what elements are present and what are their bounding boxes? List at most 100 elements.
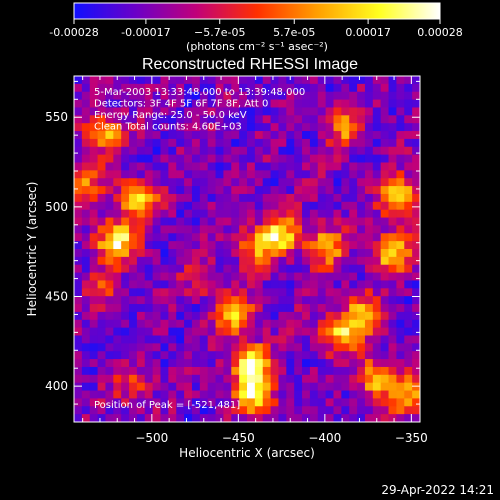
heatmap-cell [207, 193, 217, 203]
heatmap-cell [144, 374, 154, 384]
heatmap-cell [341, 272, 350, 282]
heatmap-cell [121, 390, 130, 400]
heatmap-cell [113, 107, 122, 116]
heatmap-cell [168, 115, 177, 124]
heatmap-cell [270, 91, 280, 101]
heatmap-cell [199, 225, 209, 234]
heatmap-cell [404, 201, 413, 211]
heatmap-cell [74, 311, 83, 321]
heatmap-cell [317, 107, 327, 116]
heatmap-cell [199, 264, 209, 274]
heatmap-cell [254, 83, 264, 93]
heatmap-cell [380, 382, 390, 392]
heatmap-cell [113, 209, 122, 219]
heatmap-cell [380, 107, 390, 116]
heatmap-cell [372, 390, 382, 400]
heatmap-cell [309, 115, 319, 124]
heatmap-cell [412, 193, 420, 203]
heatmap-cell [81, 414, 91, 422]
heatmap-cell [372, 327, 382, 337]
heatmap-cell [191, 311, 201, 321]
heatmap-cell [396, 311, 405, 321]
heatmap-cell [223, 351, 232, 360]
heatmap-cell [89, 319, 99, 329]
heatmap-cell [341, 115, 350, 124]
heatmap-cell [113, 406, 122, 415]
heatmap-cell [105, 162, 114, 171]
heatmap-cell [144, 107, 154, 116]
heatmap-cell [412, 390, 420, 400]
heatmap-cell [105, 107, 114, 116]
heatmap-cell [278, 193, 287, 203]
heatmap-cell [372, 406, 382, 415]
heatmap-cell [333, 233, 342, 242]
heatmap-cell [74, 398, 83, 407]
heatmap-cell [152, 193, 162, 203]
heatmap-cell [184, 186, 193, 195]
heatmap-cell [254, 131, 264, 140]
heatmap-cell [176, 335, 185, 344]
heatmap-cell [286, 343, 295, 352]
heatmap-cell [129, 296, 138, 305]
heatmap-cell [388, 162, 398, 171]
heatmap-cell [129, 264, 138, 274]
heatmap-cell [105, 296, 114, 305]
heatmap-cell [380, 209, 390, 219]
heatmap-cell [278, 170, 287, 179]
heatmap-cell [74, 76, 83, 85]
heatmap-cell [144, 193, 154, 203]
heatmap-cell [74, 390, 83, 400]
heatmap-cell [199, 327, 209, 337]
heatmap-cell [121, 280, 130, 289]
heatmap-cell [270, 327, 280, 337]
heatmap-cell [152, 123, 162, 132]
heatmap-cell [239, 91, 248, 101]
heatmap-cell [247, 154, 256, 164]
heatmap-cell [404, 264, 413, 274]
heatmap-cell [254, 296, 264, 305]
heatmap-cell [247, 186, 256, 195]
heatmap-cell [121, 131, 130, 140]
heatmap-cell [294, 264, 303, 274]
heatmap-cell [309, 76, 319, 85]
heatmap-cell [144, 91, 154, 101]
heatmap-cell [223, 398, 232, 407]
heatmap-cell [231, 327, 240, 337]
heatmap-cell [412, 249, 420, 258]
heatmap-cell [341, 304, 350, 313]
heatmap-cell [364, 107, 374, 116]
heatmap-cell [176, 256, 185, 266]
heatmap-cell [168, 406, 177, 415]
heatmap-cell [270, 374, 280, 384]
heatmap-cell [121, 170, 130, 179]
heatmap-cell [105, 327, 114, 337]
heatmap-cell [262, 351, 272, 360]
heatmap-cell [396, 201, 405, 211]
heatmap-cell [380, 131, 390, 140]
heatmap-cell [144, 123, 154, 132]
heatmap-cell [223, 138, 232, 148]
heatmap-cell [160, 209, 169, 219]
heatmap-cell [152, 217, 162, 227]
heatmap-cell [372, 91, 382, 101]
heatmap-cell [380, 327, 390, 337]
heatmap-cell [152, 186, 162, 195]
heatmap-cell [278, 304, 287, 313]
heatmap-cell [160, 272, 169, 282]
colorbar-tick-label: 5.7e-05 [273, 26, 315, 39]
heatmap-cell [74, 178, 83, 187]
heatmap-cell [144, 311, 154, 321]
heatmap-cell [309, 91, 319, 101]
heatmap-cell [270, 201, 280, 211]
heatmap-cell [160, 311, 169, 321]
heatmap-cell [286, 162, 295, 171]
heatmap-cell [349, 288, 358, 297]
heatmap-cell [168, 288, 177, 297]
heatmap-cell [247, 178, 256, 187]
heatmap-cell [364, 99, 374, 109]
heatmap-cell [81, 327, 91, 337]
heatmap-cell [278, 91, 287, 101]
heatmap-cell [325, 398, 335, 407]
heatmap-cell [168, 154, 177, 164]
